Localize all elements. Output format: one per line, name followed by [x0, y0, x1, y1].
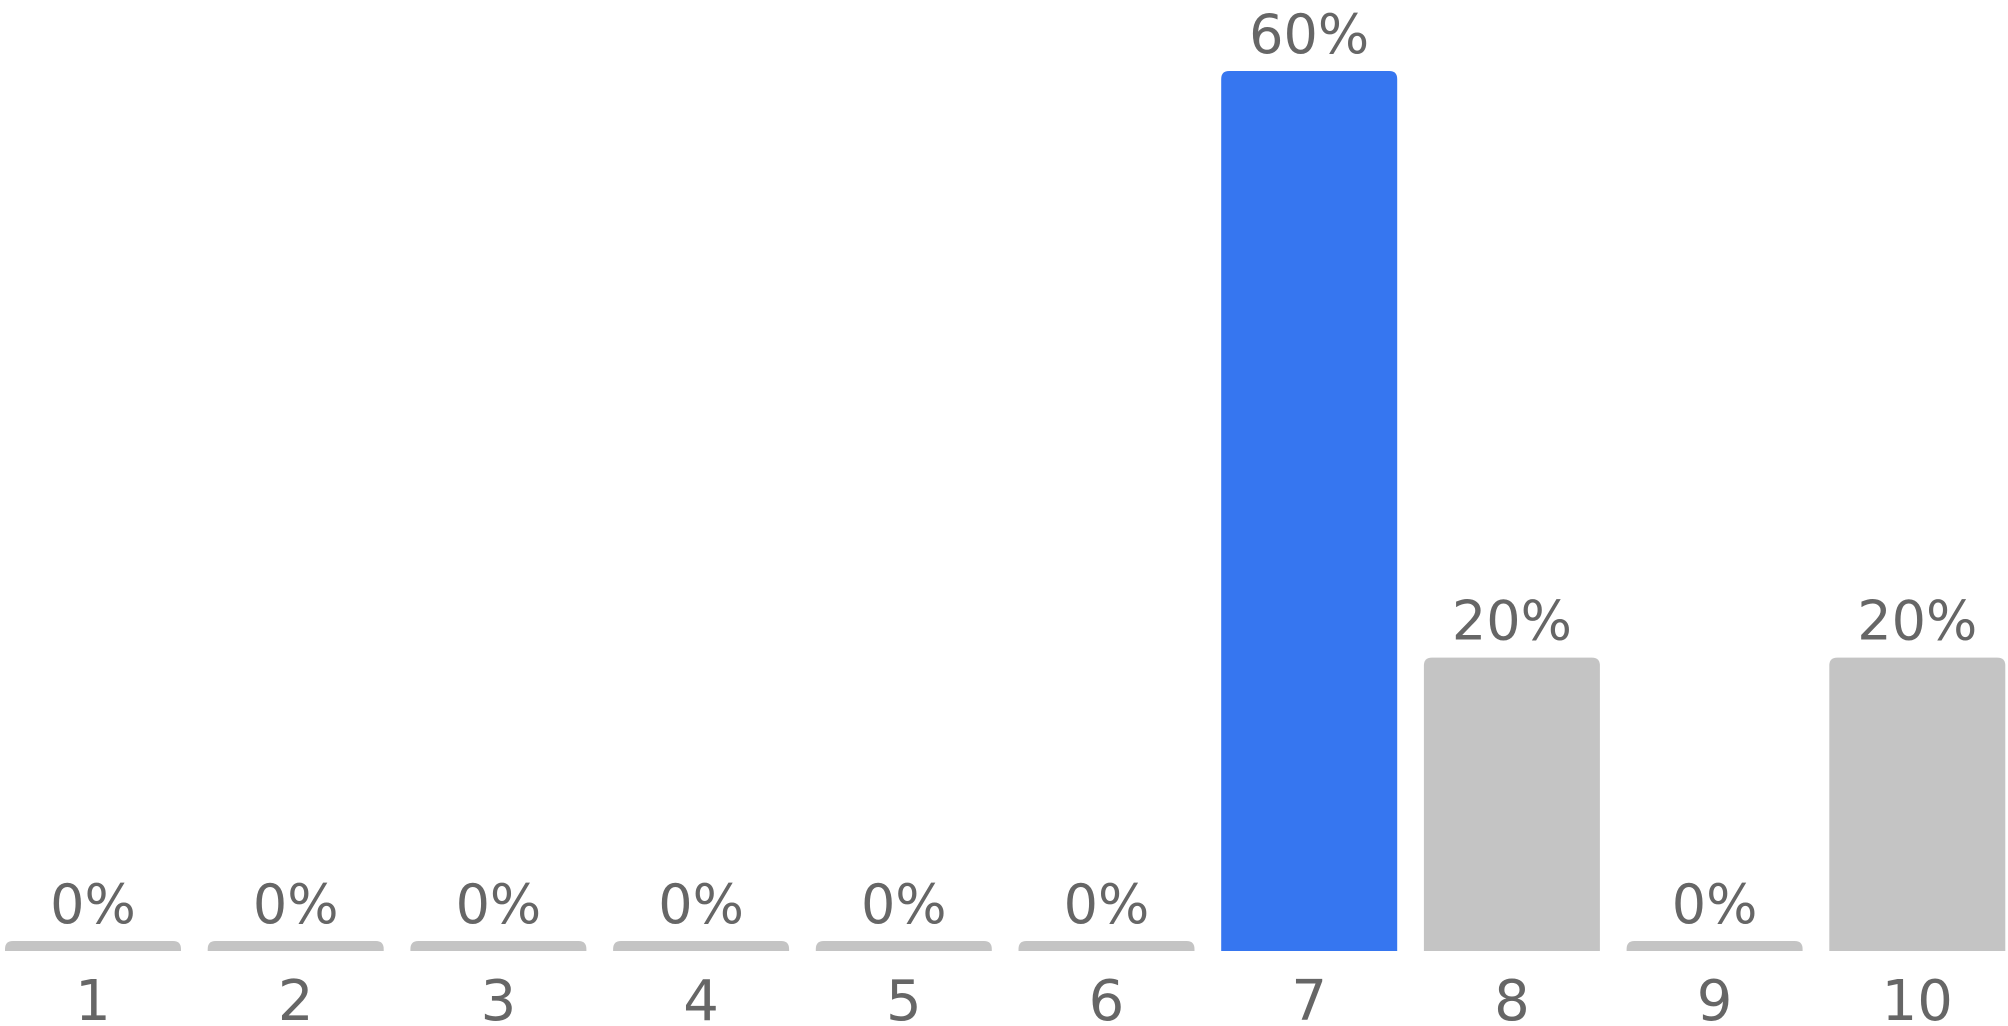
x-tick-label-2: 2: [278, 969, 314, 1026]
value-label-8: 20%: [1452, 590, 1572, 653]
bar-7: [1221, 71, 1398, 951]
bar-3: [410, 941, 587, 951]
bar-6: [1018, 941, 1195, 951]
value-label-10: 20%: [1857, 590, 1977, 653]
x-tick-labels-group: 1 2 3 4 5 6 7 8 9 10: [75, 969, 1953, 1026]
value-label-1: 0%: [50, 873, 136, 936]
value-label-7: 60%: [1249, 3, 1369, 66]
x-tick-label-4: 4: [683, 969, 719, 1026]
value-label-2: 0%: [253, 873, 339, 936]
value-label-3: 0%: [456, 873, 542, 936]
x-tick-label-5: 5: [886, 969, 922, 1026]
value-label-4: 0%: [658, 873, 744, 936]
bar-2: [207, 941, 384, 951]
bar-8: [1423, 657, 1600, 951]
x-tick-label-10: 10: [1882, 969, 1953, 1026]
x-tick-label-9: 9: [1697, 969, 1733, 1026]
bar-4: [613, 941, 790, 951]
value-label-9: 0%: [1672, 873, 1758, 936]
value-label-5: 0%: [861, 873, 947, 936]
x-tick-label-8: 8: [1494, 969, 1530, 1026]
x-tick-label-1: 1: [75, 969, 111, 1026]
value-labels-group: 0% 0% 0% 0% 0% 0% 60% 20% 0% 20%: [50, 3, 1977, 936]
value-label-6: 0%: [1064, 873, 1150, 936]
bar-9: [1626, 941, 1803, 951]
bar-10: [1829, 657, 2006, 951]
x-tick-label-6: 6: [1089, 969, 1125, 1026]
x-tick-label-3: 3: [481, 969, 517, 1026]
bar-1: [5, 941, 181, 951]
bar-5: [815, 941, 992, 951]
x-tick-label-7: 7: [1291, 969, 1327, 1026]
bars-group: [5, 71, 2006, 951]
